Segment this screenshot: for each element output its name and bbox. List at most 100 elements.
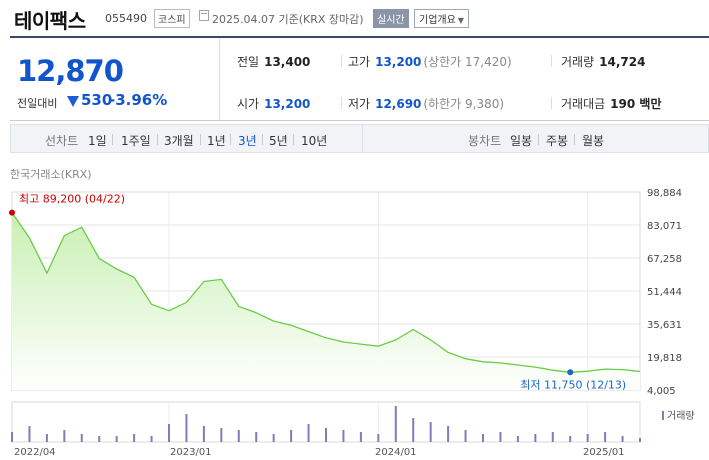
volume-bar <box>63 430 66 442</box>
down-arrow-icon <box>67 96 79 107</box>
trade-amount: 거래대금 190 백만 <box>561 95 661 112</box>
stock-header: 테이팩스 055490 코스피 2025.04.07 기준(KRX 장마감) 실… <box>0 0 709 36</box>
y-tick-label: 67,258 <box>647 254 682 265</box>
y-tick-label: 4,005 <box>647 386 676 397</box>
y-tick-label: 19,818 <box>647 353 682 364</box>
stock-code: 055490 <box>105 12 147 25</box>
volume-bar <box>45 434 48 442</box>
divider <box>157 134 158 145</box>
volume-bar <box>482 434 484 442</box>
volume-bar <box>185 414 188 442</box>
price-line <box>11 212 641 373</box>
quote-panel: 12,870 전일대비 530 -3.96% 전일 13,400 고가 13,200… <box>10 36 709 121</box>
volume-bar <box>133 434 136 442</box>
prev-close-value: 13,400 <box>264 55 311 69</box>
volume-bar <box>464 430 467 442</box>
period-10y[interactable]: 10년 <box>301 134 328 148</box>
company-info-label: 기업개요 <box>419 15 456 26</box>
divider <box>200 134 201 145</box>
volume-bar <box>621 436 624 442</box>
volume-bar <box>586 434 589 442</box>
divider <box>362 125 363 152</box>
period-1w[interactable]: 1주일 <box>121 134 151 148</box>
divider <box>341 97 342 109</box>
quote-date: 2025.04.07 기준(KRX 장마감) <box>212 13 364 26</box>
volume-bar <box>342 430 345 442</box>
current-price-box: 12,870 전일대비 530 -3.96% <box>10 38 220 120</box>
volume-bar <box>307 424 310 442</box>
volume-bar <box>28 426 31 442</box>
volume-bar <box>272 434 275 442</box>
divider <box>551 97 552 109</box>
divider <box>112 134 113 145</box>
realtime-button[interactable]: 실시간 <box>373 9 409 28</box>
volume: 거래량 14,724 <box>561 53 645 70</box>
volume-bar <box>377 434 380 442</box>
prev-close: 전일 13,400 <box>237 53 310 70</box>
high-label: 고가 <box>348 55 371 69</box>
low-value: 12,690 <box>375 97 422 111</box>
x-tick-label: 2022/04 <box>14 447 56 458</box>
calendar-icon <box>199 10 209 21</box>
high-value: 13,200 <box>375 55 422 69</box>
change-percent: -3.96% <box>109 91 168 109</box>
volume-bar <box>359 432 362 442</box>
period-1d[interactable]: 1일 <box>88 134 107 148</box>
current-price: 12,870 <box>17 54 124 88</box>
lower-limit: (하한가 9,380) <box>423 97 505 111</box>
volume-bar <box>516 436 519 442</box>
change-label: 전일대비 <box>17 97 58 110</box>
volume-bar <box>220 428 223 442</box>
period-3m[interactable]: 3개월 <box>164 134 194 148</box>
x-tick-label: 2023/01 <box>170 447 212 458</box>
candle-monthly[interactable]: 월봉 <box>582 134 605 148</box>
volume-bar <box>412 418 415 442</box>
period-1y[interactable]: 1년 <box>207 134 226 148</box>
divider <box>551 55 552 67</box>
volume-bar <box>639 438 641 442</box>
candle-weekly[interactable]: 주봉 <box>546 134 569 148</box>
volume-value: 14,724 <box>599 55 646 69</box>
candle-daily[interactable]: 일봉 <box>510 134 533 148</box>
volume-bar <box>604 432 607 442</box>
volume-bar <box>551 432 554 442</box>
low-price: 저가 12,690 (하한가 9,380) <box>348 95 504 112</box>
divider <box>538 134 539 145</box>
volume-bar <box>569 436 572 442</box>
candle-chart-label: 봉차트 <box>468 134 502 148</box>
upper-limit: (상한가 17,420) <box>423 55 512 69</box>
open-label: 시가 <box>237 97 260 111</box>
company-info-button[interactable]: 기업개요 ▼ <box>414 9 469 28</box>
period-3y[interactable]: 3년 <box>238 134 257 148</box>
line-chart-label: 선차트 <box>45 134 79 148</box>
volume-bar <box>237 430 240 442</box>
x-tick-label: 2024/01 <box>375 447 417 458</box>
price-area <box>12 212 640 390</box>
volume-bar <box>499 432 502 442</box>
period-5y[interactable]: 5년 <box>269 134 288 148</box>
stock-name: 테이팩스 <box>14 9 86 33</box>
volume-bar <box>534 434 537 442</box>
divider <box>574 134 575 145</box>
volume-swatch <box>662 411 664 420</box>
y-tick-label: 98,884 <box>647 188 682 199</box>
market-badge: 코스피 <box>154 9 190 28</box>
volume-label: 거래량 <box>561 55 595 69</box>
y-tick-label: 83,071 <box>647 221 682 232</box>
prev-close-label: 전일 <box>237 55 260 69</box>
volume-bar <box>325 428 327 442</box>
volume-bar <box>394 406 397 442</box>
low-label: 저가 <box>348 97 371 111</box>
volume-bar <box>11 432 13 442</box>
divider <box>293 134 294 145</box>
price-chart: 98,884 83,071 67,258 51,444 35,631 19,818 4,00… <box>9 188 682 443</box>
volume-bar <box>80 434 83 442</box>
min-annotation: 최저 11,750 (12/13) <box>520 378 626 391</box>
divider <box>230 134 231 145</box>
open-price: 시가 13,200 <box>237 95 310 112</box>
volume-bar <box>447 426 450 442</box>
open-value: 13,200 <box>264 97 311 111</box>
chevron-down-icon: ▼ <box>457 16 464 25</box>
data-source: 한국거래소(KRX) <box>10 168 92 181</box>
amount-label: 거래대금 <box>561 97 606 111</box>
